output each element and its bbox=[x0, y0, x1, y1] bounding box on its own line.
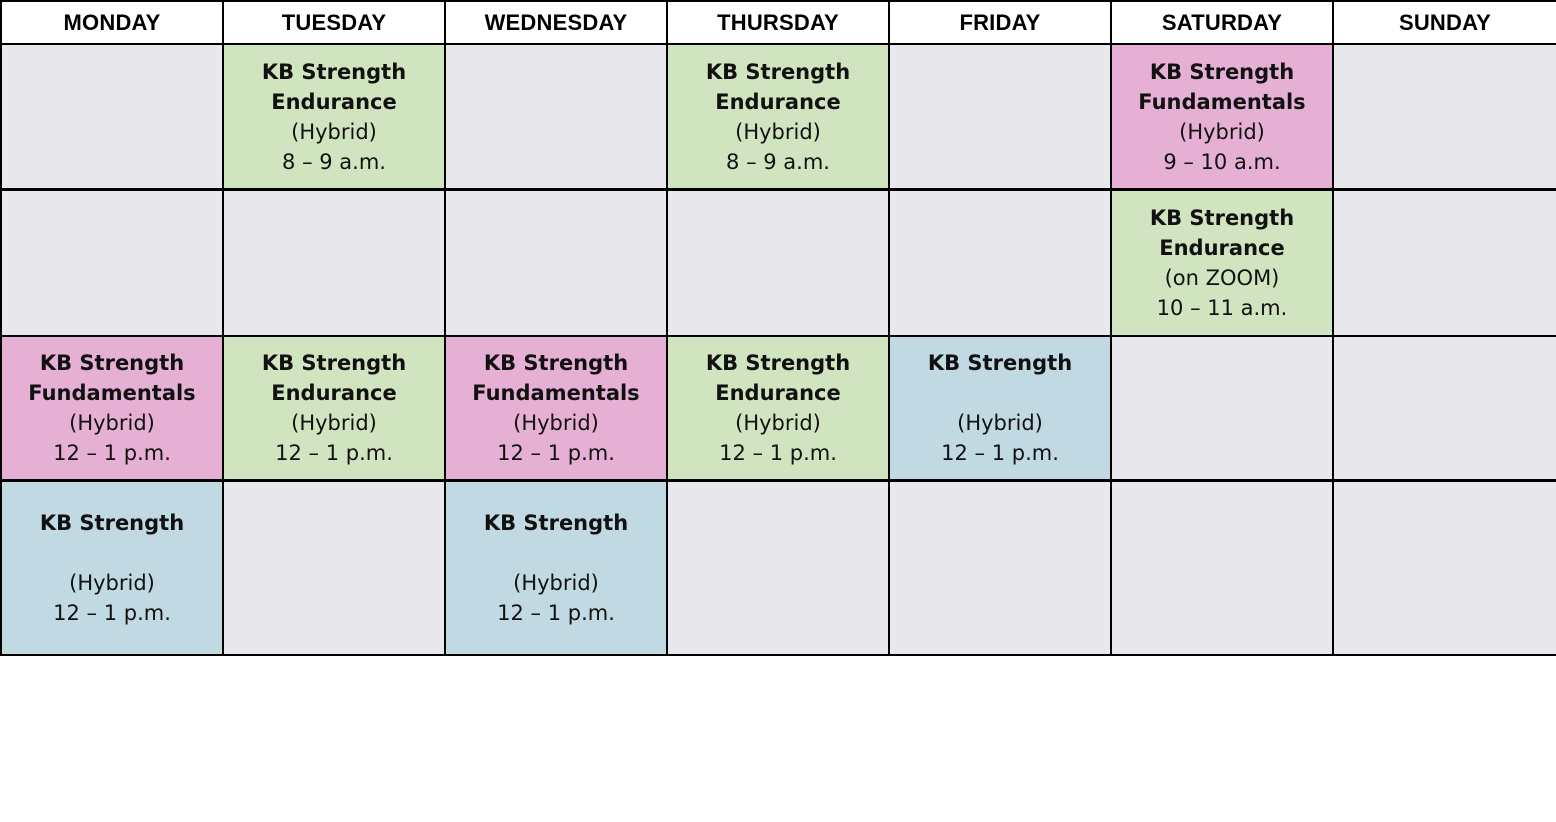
class-title: KB Strength bbox=[261, 351, 407, 375]
class-block-fundamentals[interactable]: KB Strength Fundamentals (Hybrid) 9 – 10… bbox=[1112, 45, 1332, 191]
class-subtitle: Endurance bbox=[271, 381, 397, 405]
class-block-endurance[interactable]: KB Strength Endurance (Hybrid) 12 – 1 p.… bbox=[668, 337, 888, 482]
day-header-thursday: THURSDAY bbox=[668, 2, 888, 45]
class-subtitle: Fundamentals bbox=[472, 381, 640, 405]
class-time: 12 – 1 p.m. bbox=[53, 441, 171, 465]
day-header-friday: FRIDAY bbox=[890, 2, 1110, 45]
empty-cell bbox=[890, 191, 1110, 337]
class-time: 12 – 1 p.m. bbox=[941, 441, 1059, 465]
empty-cell bbox=[2, 45, 222, 191]
day-header-sunday: SUNDAY bbox=[1334, 2, 1556, 45]
day-header-monday: MONDAY bbox=[2, 2, 222, 45]
empty-cell bbox=[224, 191, 444, 337]
class-block-endurance[interactable]: KB Strength Endurance (Hybrid) 12 – 1 p.… bbox=[224, 337, 444, 482]
class-mode: (Hybrid) bbox=[513, 411, 599, 435]
class-mode: (on ZOOM) bbox=[1164, 266, 1280, 290]
column-sunday: SUNDAY bbox=[1334, 2, 1556, 654]
class-block-strength[interactable]: KB Strength (Hybrid) 12 – 1 p.m. bbox=[446, 482, 666, 654]
empty-cell bbox=[446, 191, 666, 337]
class-block-endurance-zoom[interactable]: KB Strength Endurance (on ZOOM) 10 – 11 … bbox=[1112, 191, 1332, 337]
class-title: KB Strength bbox=[483, 351, 629, 375]
class-time: 12 – 1 p.m. bbox=[719, 441, 837, 465]
class-mode: (Hybrid) bbox=[735, 411, 821, 435]
column-friday: FRIDAY KB Strength (Hybrid) 12 – 1 p.m. bbox=[890, 2, 1112, 654]
class-time: 10 – 11 a.m. bbox=[1156, 296, 1288, 320]
class-title: KB Strength bbox=[1149, 206, 1295, 230]
class-subtitle: Endurance bbox=[1159, 236, 1285, 260]
class-title: KB Strength bbox=[483, 511, 629, 535]
class-title: KB Strength bbox=[1149, 59, 1295, 84]
column-wednesday: WEDNESDAY KB Strength Fundamentals (Hybr… bbox=[446, 2, 668, 654]
weekly-class-schedule: MONDAY KB Strength Fundamentals (Hybrid)… bbox=[0, 0, 1556, 656]
class-mode: (Hybrid) bbox=[735, 119, 821, 144]
column-thursday: THURSDAY KB Strength Endurance (Hybrid) … bbox=[668, 2, 890, 654]
class-title: KB Strength bbox=[261, 59, 407, 84]
column-saturday: SATURDAY KB Strength Fundamentals (Hybri… bbox=[1112, 2, 1334, 654]
empty-cell bbox=[668, 191, 888, 337]
class-title: KB Strength bbox=[39, 351, 185, 375]
class-block-strength[interactable]: KB Strength (Hybrid) 12 – 1 p.m. bbox=[890, 337, 1110, 482]
empty-cell bbox=[224, 482, 444, 654]
column-monday: MONDAY KB Strength Fundamentals (Hybrid)… bbox=[2, 2, 224, 654]
class-subtitle: Endurance bbox=[715, 89, 841, 114]
class-time: 12 – 1 p.m. bbox=[497, 441, 615, 465]
class-time: 12 – 1 p.m. bbox=[497, 601, 615, 625]
class-title: KB Strength bbox=[927, 351, 1073, 375]
class-title: KB Strength bbox=[39, 511, 185, 535]
class-subtitle: Endurance bbox=[715, 381, 841, 405]
class-time: 9 – 10 a.m. bbox=[1163, 149, 1281, 174]
empty-cell bbox=[446, 45, 666, 191]
class-time: 12 – 1 p.m. bbox=[275, 441, 393, 465]
empty-cell bbox=[1112, 482, 1332, 654]
class-time: 8 – 9 a.m. bbox=[282, 149, 386, 174]
class-block-endurance[interactable]: KB Strength Endurance (Hybrid) 8 – 9 a.m… bbox=[224, 45, 444, 191]
day-header-saturday: SATURDAY bbox=[1112, 2, 1332, 45]
column-tuesday: TUESDAY KB Strength Endurance (Hybrid) 8… bbox=[224, 2, 446, 654]
class-mode: (Hybrid) bbox=[513, 571, 599, 595]
class-time: 12 – 1 p.m. bbox=[53, 601, 171, 625]
class-block-strength[interactable]: KB Strength (Hybrid) 12 – 1 p.m. bbox=[2, 482, 222, 654]
class-block-fundamentals[interactable]: KB Strength Fundamentals (Hybrid) 12 – 1… bbox=[446, 337, 666, 482]
empty-cell bbox=[2, 191, 222, 337]
class-mode: (Hybrid) bbox=[69, 411, 155, 435]
empty-cell bbox=[668, 482, 888, 654]
class-title: KB Strength bbox=[705, 59, 851, 84]
class-mode: (Hybrid) bbox=[957, 411, 1043, 435]
class-block-endurance[interactable]: KB Strength Endurance (Hybrid) 8 – 9 a.m… bbox=[668, 45, 888, 191]
class-subtitle: Fundamentals bbox=[1138, 89, 1306, 114]
empty-cell bbox=[1334, 482, 1556, 654]
day-header-tuesday: TUESDAY bbox=[224, 2, 444, 45]
empty-cell bbox=[1334, 337, 1556, 482]
class-mode: (Hybrid) bbox=[291, 411, 377, 435]
empty-cell bbox=[1112, 337, 1332, 482]
class-subtitle: Fundamentals bbox=[28, 381, 196, 405]
class-mode: (Hybrid) bbox=[69, 571, 155, 595]
class-title: KB Strength bbox=[705, 351, 851, 375]
class-mode: (Hybrid) bbox=[1179, 119, 1265, 144]
class-block-fundamentals[interactable]: KB Strength Fundamentals (Hybrid) 12 – 1… bbox=[2, 337, 222, 482]
empty-cell bbox=[1334, 45, 1556, 191]
empty-cell bbox=[890, 45, 1110, 191]
class-time: 8 – 9 a.m. bbox=[726, 149, 830, 174]
class-subtitle: Endurance bbox=[271, 89, 397, 114]
empty-cell bbox=[1334, 191, 1556, 337]
empty-cell bbox=[890, 482, 1110, 654]
day-header-wednesday: WEDNESDAY bbox=[446, 2, 666, 45]
class-mode: (Hybrid) bbox=[291, 119, 377, 144]
